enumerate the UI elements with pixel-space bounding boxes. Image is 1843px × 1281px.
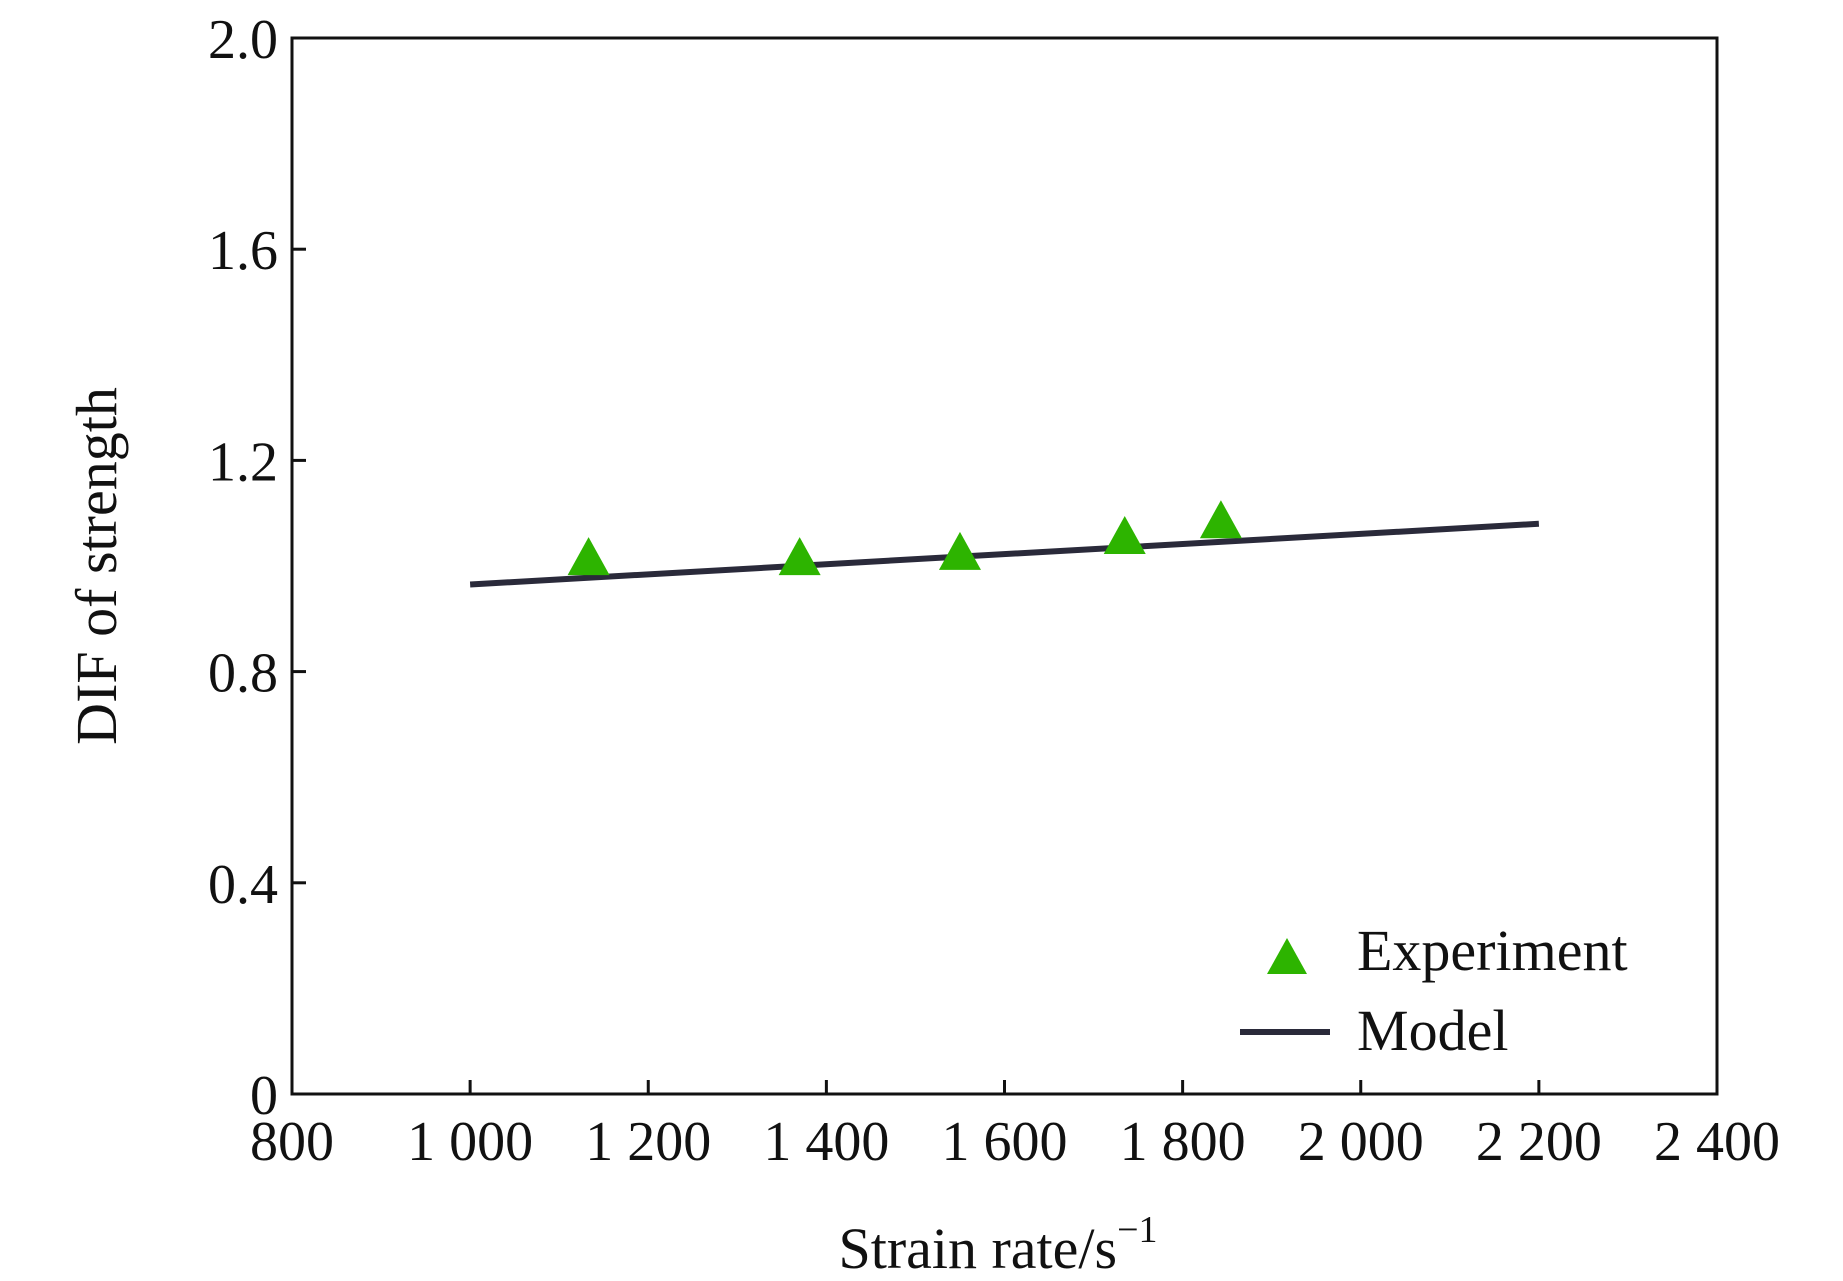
x-tick-label: 1 000	[407, 1111, 533, 1173]
x-tick-label: 1 600	[942, 1111, 1068, 1173]
legend-model-label: Model	[1357, 998, 1508, 1063]
x-tick-label: 1 800	[1120, 1111, 1246, 1173]
legend-experiment-marker	[1267, 938, 1307, 974]
y-axis-title: DIF of strength	[64, 387, 129, 745]
model-line	[469, 520, 1540, 588]
experiment-point	[1199, 500, 1242, 539]
x-axis-title-superscript: −1	[1117, 1209, 1157, 1251]
legend: Experiment Model	[1240, 918, 1628, 1063]
x-axis-title-main: Strain rate/s	[838, 1216, 1117, 1281]
x-axis: 800 1 000 1 200 1 400 1 600 1 800 2 000 2 200 2 …	[250, 1080, 1780, 1173]
experiment-point	[567, 537, 610, 576]
series-layer	[469, 500, 1540, 588]
x-tick-label: 1 200	[585, 1111, 711, 1173]
y-axis: 0 0.4 0.8 1.2 1.6 2.0	[208, 9, 306, 1127]
y-tick-label: 1.6	[208, 220, 278, 282]
experiment-point	[778, 537, 821, 576]
x-tick-label: 1 400	[763, 1111, 889, 1173]
legend-experiment-label: Experiment	[1357, 918, 1628, 983]
y-tick-label: 1.2	[208, 431, 278, 493]
x-axis-title: Strain rate/s−1	[838, 1209, 1157, 1281]
x-tick-label: 800	[250, 1111, 334, 1173]
x-tick-label: 2 000	[1298, 1111, 1424, 1173]
experiment-point	[1103, 516, 1146, 555]
y-tick-label: 0	[250, 1065, 278, 1127]
x-tick-label: 2 400	[1654, 1111, 1780, 1173]
y-tick-label: 2.0	[208, 9, 278, 71]
x-tick-label: 2 200	[1476, 1111, 1602, 1173]
y-tick-label: 0.4	[208, 854, 278, 916]
experiment-point	[938, 531, 981, 570]
y-tick-label: 0.8	[208, 643, 278, 705]
